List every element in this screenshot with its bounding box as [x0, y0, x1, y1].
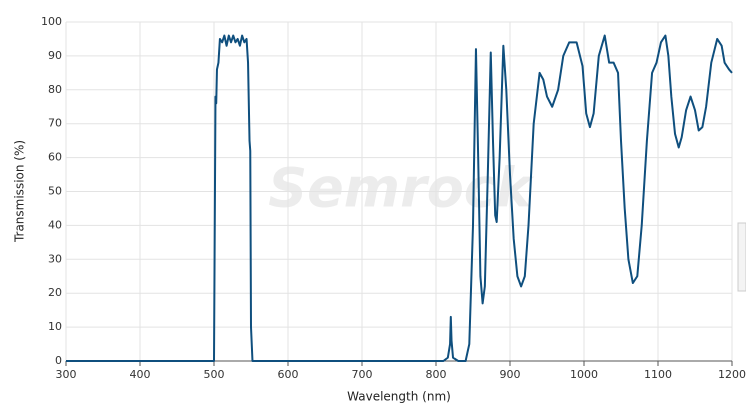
- y-tick-label: 80: [48, 83, 62, 96]
- x-tick-label: 700: [352, 368, 373, 381]
- y-tick-label: 50: [48, 185, 62, 198]
- x-tick-label: 1000: [570, 368, 598, 381]
- y-tick-label: 100: [41, 15, 62, 28]
- y-tick-label: 20: [48, 286, 62, 299]
- y-tick-label: 40: [48, 218, 62, 231]
- x-tick-label: 1100: [644, 368, 672, 381]
- y-tick-label: 10: [48, 320, 62, 333]
- spectrum-line: [66, 34, 733, 362]
- x-tick-label: 1200: [718, 368, 746, 381]
- x-tick-label: 800: [426, 368, 447, 381]
- x-tick-label: 900: [500, 368, 521, 381]
- y-tick-label: 90: [48, 49, 62, 62]
- y-tick-label: 30: [48, 252, 62, 265]
- watermark: Semrock: [268, 157, 535, 220]
- x-axis-title: Wavelength (nm): [347, 390, 451, 404]
- y-tick-label: 60: [48, 151, 62, 164]
- x-tick-label: 600: [278, 368, 299, 381]
- x-tick-label: 300: [56, 368, 77, 381]
- y-tick-label: 0: [55, 354, 62, 367]
- side-tab: [737, 222, 746, 292]
- x-tick-label: 500: [204, 368, 225, 381]
- y-tick-label: 70: [48, 117, 62, 130]
- y-axis-title: Transmission (%): [13, 140, 27, 243]
- x-tick-label: 400: [130, 368, 151, 381]
